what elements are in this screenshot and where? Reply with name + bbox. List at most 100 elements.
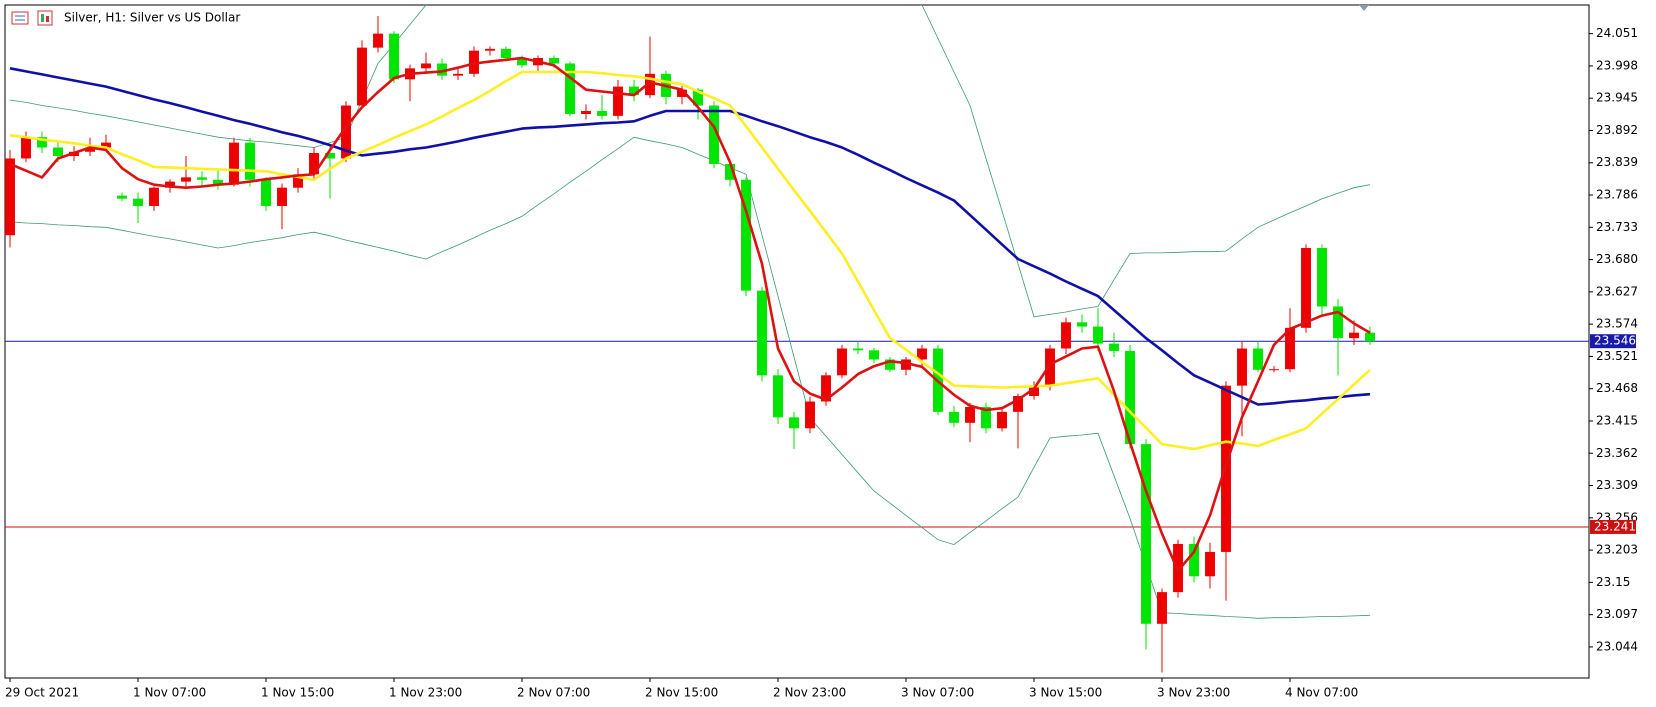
- ma-line: [9, 67, 1371, 406]
- y-tick-label: 23.733: [1596, 220, 1638, 234]
- ma-line: [9, 70, 1371, 451]
- y-tick-label: 24.051: [1596, 26, 1638, 40]
- candle-body: [21, 137, 31, 159]
- x-tick-label: 1 Nov 07:00: [133, 686, 206, 700]
- candle-body: [1205, 551, 1215, 577]
- toolbar-icons: [11, 10, 53, 26]
- y-tick-label: 23.203: [1596, 543, 1638, 557]
- candle-body: [1029, 385, 1039, 397]
- candle-body: [309, 152, 319, 175]
- y-tick-label: 23.839: [1596, 155, 1638, 169]
- candle-body: [997, 411, 1007, 429]
- candle-body: [1253, 348, 1263, 370]
- y-tick-label: 23.15: [1596, 575, 1630, 589]
- candle-body: [293, 174, 303, 188]
- candle-body: [85, 147, 95, 152]
- candle-body: [117, 195, 127, 199]
- candle-body: [1237, 348, 1247, 386]
- candle-body: [453, 73, 463, 76]
- candle-body: [213, 179, 223, 185]
- plot-area: [5, 5, 1589, 673]
- x-tick-label: 2 Nov 15:00: [645, 686, 718, 700]
- candle-body: [1093, 326, 1103, 344]
- candle-body: [1061, 322, 1071, 349]
- candle-body: [1141, 444, 1151, 624]
- candle-body: [1317, 248, 1327, 307]
- y-tick-label: 23.574: [1596, 317, 1638, 331]
- y-tick-label: 23.309: [1596, 478, 1638, 492]
- candle-body: [149, 187, 159, 206]
- shift-marker: [1359, 5, 1369, 11]
- x-tick-label: 1 Nov 23:00: [389, 686, 462, 700]
- candle-body: [885, 359, 895, 370]
- candle-body: [1189, 544, 1199, 577]
- candle-body: [1349, 332, 1359, 339]
- candle-body: [245, 142, 255, 180]
- candle-body: [1013, 396, 1023, 412]
- x-tick-label: 3 Nov 07:00: [901, 686, 974, 700]
- y-tick-label: 23.998: [1596, 58, 1638, 72]
- candle-body: [869, 350, 879, 360]
- candle-body: [949, 411, 959, 423]
- candle-body: [613, 86, 623, 116]
- candle-body: [325, 152, 335, 159]
- y-tick-label: 23.521: [1596, 349, 1638, 363]
- y-tick-label: 23.468: [1596, 381, 1638, 395]
- x-tick-label: 4 Nov 07:00: [1285, 686, 1358, 700]
- candle-body: [1301, 248, 1311, 328]
- candle-body: [229, 142, 239, 185]
- candle-body: [1109, 343, 1119, 351]
- candle-body: [693, 89, 703, 106]
- candle-body: [261, 179, 271, 206]
- y-tick-label: 23.892: [1596, 123, 1638, 137]
- candle-body: [597, 110, 607, 116]
- candle-body: [5, 158, 15, 236]
- candle-body: [101, 142, 111, 148]
- price-label: 23.546: [1594, 334, 1636, 348]
- y-tick-label: 23.680: [1596, 252, 1638, 266]
- candle-body: [165, 181, 175, 188]
- y-tick-label: 23.786: [1596, 188, 1638, 202]
- candle-body: [1333, 306, 1343, 339]
- candle-body: [1365, 332, 1375, 342]
- candle-body: [789, 417, 799, 429]
- candle-body: [821, 375, 831, 402]
- candle-body: [837, 348, 847, 376]
- candle-body: [1045, 348, 1055, 386]
- band-line: [9, 5, 1371, 318]
- candle-body: [437, 63, 447, 76]
- y-tick-label: 23.627: [1596, 284, 1638, 298]
- y-tick-label: 23.945: [1596, 91, 1638, 105]
- candle-body: [501, 48, 511, 58]
- y-tick-label: 23.415: [1596, 413, 1638, 427]
- candle-body: [181, 177, 191, 182]
- candle-body: [629, 86, 639, 96]
- candle-body: [645, 73, 655, 96]
- candle-body: [517, 57, 527, 66]
- candle-body: [1077, 322, 1087, 327]
- chart-title: Silver, H1: Silver vs US Dollar: [64, 11, 240, 25]
- candle-body: [805, 401, 815, 429]
- candle-body: [1269, 369, 1279, 371]
- candle-body: [421, 63, 431, 69]
- candle-body: [901, 359, 911, 370]
- price-label-box: [1590, 519, 1636, 534]
- candle-body: [709, 105, 719, 164]
- price-label-box: [1590, 334, 1636, 349]
- candle-body: [133, 198, 143, 206]
- candle-body: [917, 348, 927, 360]
- candle-body: [389, 33, 399, 80]
- candle-body: [1157, 592, 1167, 624]
- x-tick-label: 3 Nov 15:00: [1029, 686, 1102, 700]
- candle-body: [277, 187, 287, 206]
- candle-body: [965, 406, 975, 423]
- candle-body: [485, 48, 495, 51]
- y-tick-label: 23.044: [1596, 639, 1638, 653]
- candle-body: [981, 406, 991, 429]
- candle-body: [1125, 350, 1135, 445]
- x-tick-label: 2 Nov 07:00: [517, 686, 590, 700]
- candle-body: [1285, 327, 1295, 370]
